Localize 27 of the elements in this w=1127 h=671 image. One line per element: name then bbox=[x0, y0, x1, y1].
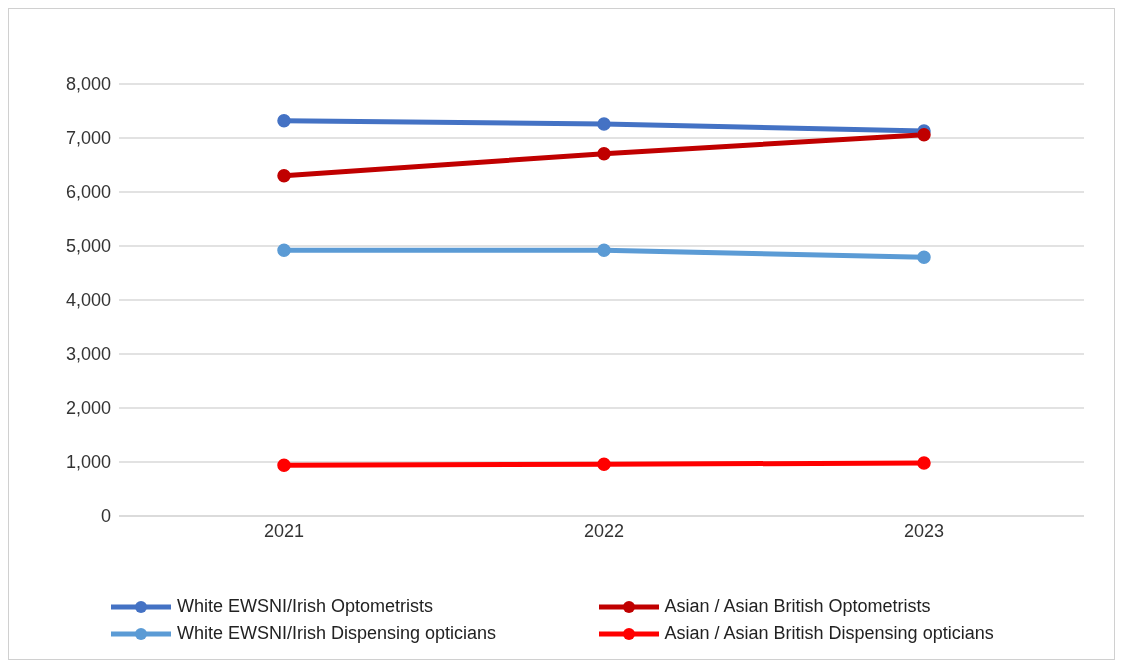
x-tick-label: 2021 bbox=[263, 520, 305, 541]
point bbox=[917, 128, 931, 142]
y-tick-label: 7,000 bbox=[65, 128, 111, 149]
y-tick-label: 6,000 bbox=[65, 182, 111, 203]
legend-label: White EWSNI/Irish Optometrists bbox=[177, 596, 434, 617]
y-tick-label: 3,000 bbox=[65, 344, 111, 365]
point bbox=[277, 458, 291, 472]
x-tick-label: 2022 bbox=[583, 520, 625, 541]
legend-label: White EWSNI/Irish Dispensing opticians bbox=[177, 623, 497, 644]
y-tick-label: 0 bbox=[100, 506, 111, 527]
point bbox=[597, 146, 611, 161]
y-tick-label: 5,000 bbox=[65, 236, 111, 257]
point bbox=[597, 117, 611, 131]
y-tick-label: 2,000 bbox=[65, 398, 111, 419]
point bbox=[277, 169, 291, 183]
legend-label: Asian / Asian British Dispensing opticians bbox=[664, 623, 994, 644]
point bbox=[917, 250, 931, 265]
point bbox=[597, 243, 611, 258]
x-tick-label: 2023 bbox=[903, 520, 945, 541]
y-tick-label: 1,000 bbox=[65, 452, 111, 473]
y-tick-label: 8,000 bbox=[65, 74, 111, 95]
legend-label: Asian / Asian British Optometrists bbox=[664, 596, 931, 617]
point bbox=[277, 113, 291, 128]
point bbox=[277, 243, 291, 258]
y-tick-label: 4,000 bbox=[65, 290, 111, 311]
point bbox=[917, 456, 931, 470]
point bbox=[597, 457, 611, 471]
